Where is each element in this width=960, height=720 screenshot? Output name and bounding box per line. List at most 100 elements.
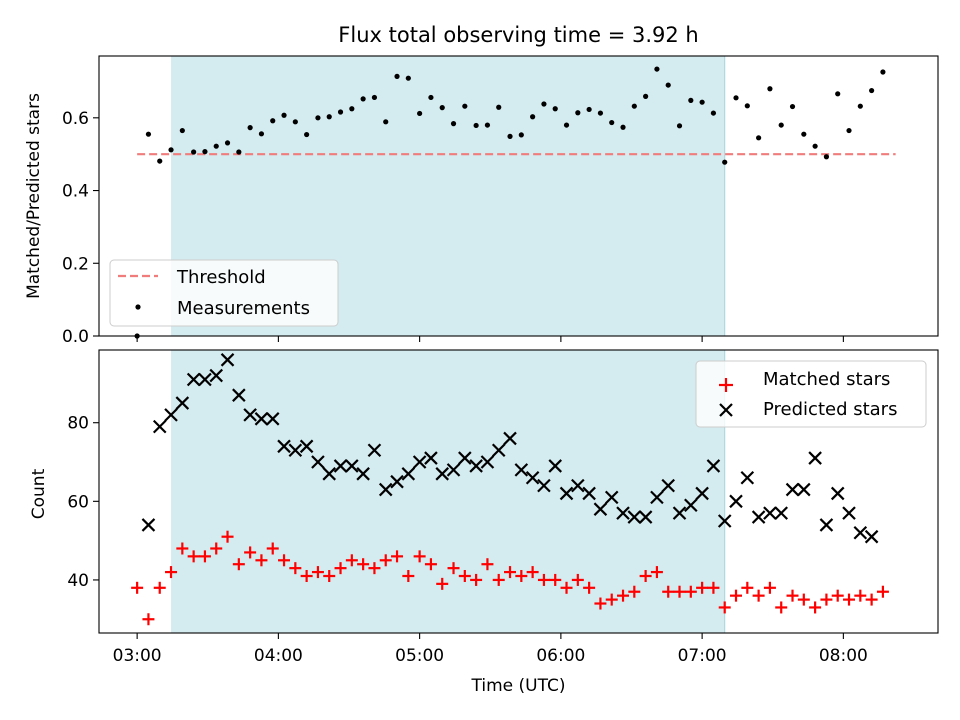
measurements-point <box>665 82 671 88</box>
predicted-stars-point <box>164 408 178 422</box>
matched-stars-point <box>481 558 494 571</box>
legend-label-measurements: Measurements <box>177 298 310 319</box>
measurements-point <box>710 110 717 116</box>
legend-label-matched: Matched stars <box>763 369 890 390</box>
predicted-stars-point-b <box>684 498 698 513</box>
predicted-stars-point <box>627 510 642 524</box>
measurements-point <box>145 131 152 137</box>
measurements-point <box>507 133 513 139</box>
measurements-point <box>676 123 683 129</box>
predicted-stars-point-b <box>277 439 291 454</box>
predicted-stars-point <box>175 396 190 410</box>
measurements-point <box>733 95 739 101</box>
predicted-stars-point <box>604 490 619 505</box>
predicted-stars-point-b <box>627 510 642 524</box>
predicted-stars-point <box>785 482 800 497</box>
predicted-stars-point-b <box>209 368 224 383</box>
matched-stars-point <box>289 562 302 575</box>
matched-stars-point <box>741 581 754 594</box>
measurements-point <box>857 103 863 109</box>
matched-stars-point <box>176 542 189 555</box>
bottom-panel-marks <box>131 350 889 633</box>
measurements-point <box>552 106 558 112</box>
predicted-stars-point <box>661 478 675 493</box>
matched-stars-point <box>673 585 686 598</box>
x-axis-label: Time (UTC) <box>471 676 566 696</box>
measurements-point <box>191 149 197 155</box>
predicted-stars-point-b <box>152 419 167 434</box>
predicted-stars-point <box>650 490 664 505</box>
predicted-stars-point-b <box>412 455 427 469</box>
predicted-stars-point <box>367 443 382 458</box>
predicted-stars-point-b <box>593 502 608 516</box>
measurements-point <box>157 158 163 164</box>
measurements-point <box>778 122 784 128</box>
matched-stars-point <box>775 601 788 614</box>
predicted-stars-point-b <box>604 490 619 505</box>
predicted-stars-point-b <box>141 518 156 532</box>
predicted-stars-point-b <box>311 455 325 469</box>
predicted-stars-point-b <box>808 451 822 465</box>
observing-interval-shade <box>171 350 725 633</box>
predicted-stars-point-b <box>842 506 856 520</box>
predicted-stars-point <box>424 451 438 465</box>
top-legend-box <box>109 259 339 327</box>
predicted-stars-point-b <box>695 486 709 501</box>
predicted-stars-point-b <box>378 482 393 497</box>
y-tick-label: 0.4 <box>62 182 89 202</box>
top-panel-frame <box>98 55 939 337</box>
predicted-stars-point-b <box>661 478 675 493</box>
predicted-stars-point <box>559 486 574 501</box>
measurements-legend-swatch <box>135 304 141 310</box>
predicted-stars-point <box>537 478 551 493</box>
top-panel-ticks: 0.0 0.2 0.4 0.6 <box>62 109 844 347</box>
measurements-point <box>631 103 637 109</box>
predicted-stars-point <box>706 459 721 473</box>
predicted-stars-point <box>774 506 788 520</box>
predicted-stars-point-b <box>401 467 416 481</box>
top-panel-marks <box>134 56 896 339</box>
predicted-stars-point <box>412 455 427 469</box>
matched-stars-point <box>300 570 313 583</box>
predicted-stars-point <box>548 459 563 473</box>
predicted-stars-point-b <box>299 439 314 454</box>
predicted-stars-point <box>763 506 777 520</box>
predicted-stars-point-b <box>638 510 653 524</box>
measurements-point <box>823 154 830 160</box>
predicted-legend-swatch <box>719 403 733 417</box>
measurements-point <box>428 94 434 101</box>
measurements-point <box>563 122 570 128</box>
matched-stars-point <box>131 581 144 594</box>
matched-stars-point <box>650 566 663 579</box>
measurements-point <box>767 86 773 92</box>
predicted-stars-point <box>819 518 834 532</box>
predicted-stars-point-b <box>559 486 574 501</box>
measurements-point <box>349 106 355 112</box>
predicted-stars-point <box>797 482 811 497</box>
y-tick-label: 0.0 <box>62 327 89 347</box>
measurements-point <box>224 140 231 146</box>
predicted-stars-point <box>491 443 506 458</box>
predicted-stars-point <box>254 412 269 426</box>
x-tick-label: 04:00 <box>254 646 303 666</box>
measurements-point <box>383 119 389 125</box>
predicted-stars-point <box>740 470 755 485</box>
legend-label-threshold: Threshold <box>176 267 266 288</box>
predicted-stars-point <box>830 486 845 501</box>
predicted-stars-point-b <box>503 431 517 446</box>
predicted-stars-point <box>751 510 766 524</box>
matched-stars-point <box>865 593 878 606</box>
matched-stars-point <box>391 550 404 563</box>
bottom-legend-box <box>695 360 927 428</box>
predicted-stars-point <box>220 353 235 367</box>
measurements-point <box>473 122 479 129</box>
matched-stars-point <box>820 593 833 606</box>
matched-stars-point <box>357 558 370 571</box>
measurements-point <box>620 124 626 130</box>
predicted-stars-point <box>616 506 630 520</box>
y-tick-label: 40 <box>67 571 89 591</box>
predicted-stars-point-b <box>480 455 495 469</box>
predicted-stars-point <box>853 525 868 540</box>
predicted-stars-point-b <box>785 482 800 497</box>
measurements-point <box>304 131 310 138</box>
